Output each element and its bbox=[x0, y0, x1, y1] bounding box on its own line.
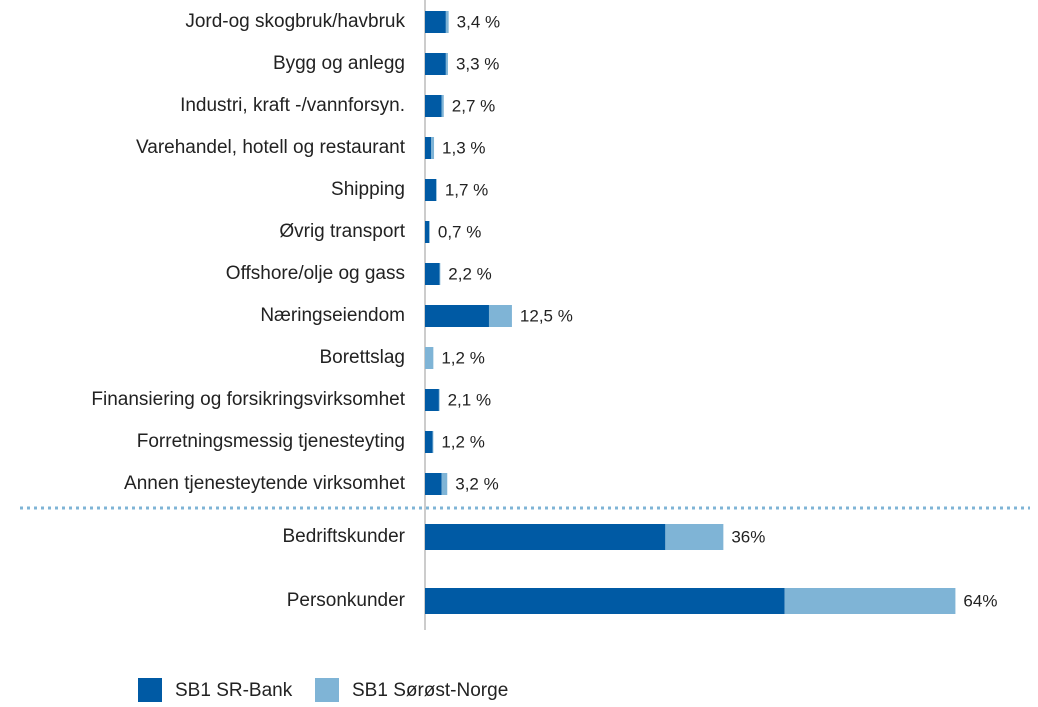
value-label: 1,2 % bbox=[441, 348, 484, 367]
bar-segment bbox=[665, 524, 724, 550]
bar-segment bbox=[438, 389, 440, 411]
bar-segment bbox=[425, 305, 489, 327]
bar-segment bbox=[488, 305, 512, 327]
bar-segment bbox=[425, 588, 785, 614]
bar-segment bbox=[425, 179, 437, 201]
bar-segment bbox=[431, 137, 435, 159]
bar-segment bbox=[425, 53, 446, 75]
legend-label: SB1 SR-Bank bbox=[175, 680, 293, 701]
category-label: Industri, kraft -/vannforsyn. bbox=[180, 95, 405, 116]
value-label: 1,7 % bbox=[445, 180, 488, 199]
category-label: Bedriftskunder bbox=[282, 526, 405, 547]
legend: SB1 SR-Bank SB1 Sørøst-Norge bbox=[138, 678, 508, 702]
bar-segment bbox=[425, 221, 430, 243]
value-label: 1,3 % bbox=[442, 138, 485, 157]
bar-segment bbox=[425, 524, 666, 550]
bar-segment bbox=[441, 473, 448, 495]
value-label: 36% bbox=[731, 527, 765, 546]
value-label: 3,3 % bbox=[456, 54, 499, 73]
category-label: Personkunder bbox=[287, 590, 406, 611]
bar-segment bbox=[425, 347, 434, 369]
bar-segment bbox=[432, 431, 434, 453]
bar-segment bbox=[784, 588, 956, 614]
bar-segment bbox=[441, 95, 444, 117]
category-label: Offshore/olje og gass bbox=[226, 263, 405, 284]
value-label: 3,2 % bbox=[455, 474, 498, 493]
category-label: Borettslag bbox=[319, 347, 405, 368]
bar-segment bbox=[439, 263, 441, 285]
bar-segment bbox=[425, 263, 440, 285]
category-label: Annen tjenesteytende virksomhet bbox=[124, 473, 406, 494]
value-label: 12,5 % bbox=[520, 306, 573, 325]
value-label: 2,7 % bbox=[452, 96, 495, 115]
legend-swatch bbox=[138, 678, 162, 702]
bar-segment bbox=[425, 95, 442, 117]
legend-swatch bbox=[315, 678, 339, 702]
value-label: 2,2 % bbox=[448, 264, 491, 283]
category-label: Jord-og skogbruk/havbruk bbox=[185, 11, 405, 32]
legend-label: SB1 Sørøst-Norge bbox=[352, 680, 508, 701]
category-label: Shipping bbox=[331, 179, 405, 200]
value-label: 2,1 % bbox=[448, 390, 491, 409]
category-label: Forretningsmessig tjenesteyting bbox=[137, 431, 405, 452]
value-label: 64% bbox=[963, 591, 997, 610]
bar-segment bbox=[425, 431, 433, 453]
category-label: Finansiering og forsikringsvirksomhet bbox=[91, 389, 405, 410]
category-label: Næringseiendom bbox=[260, 305, 405, 326]
category-label: Varehandel, hotell og restaurant bbox=[136, 137, 406, 158]
bar-segment bbox=[445, 53, 448, 75]
value-label: 1,2 % bbox=[441, 432, 484, 451]
bar-segment bbox=[425, 389, 439, 411]
bar-segment bbox=[425, 11, 446, 33]
bar-segment bbox=[436, 179, 437, 201]
bar-segment bbox=[429, 221, 430, 243]
bar-segment bbox=[425, 473, 442, 495]
bar-segment bbox=[445, 11, 449, 33]
value-label: 0,7 % bbox=[438, 222, 481, 241]
category-label: Bygg og anlegg bbox=[273, 53, 405, 74]
category-label: Øvrig transport bbox=[279, 221, 405, 242]
bar-segment bbox=[425, 137, 432, 159]
value-label: 3,4 % bbox=[457, 12, 500, 31]
